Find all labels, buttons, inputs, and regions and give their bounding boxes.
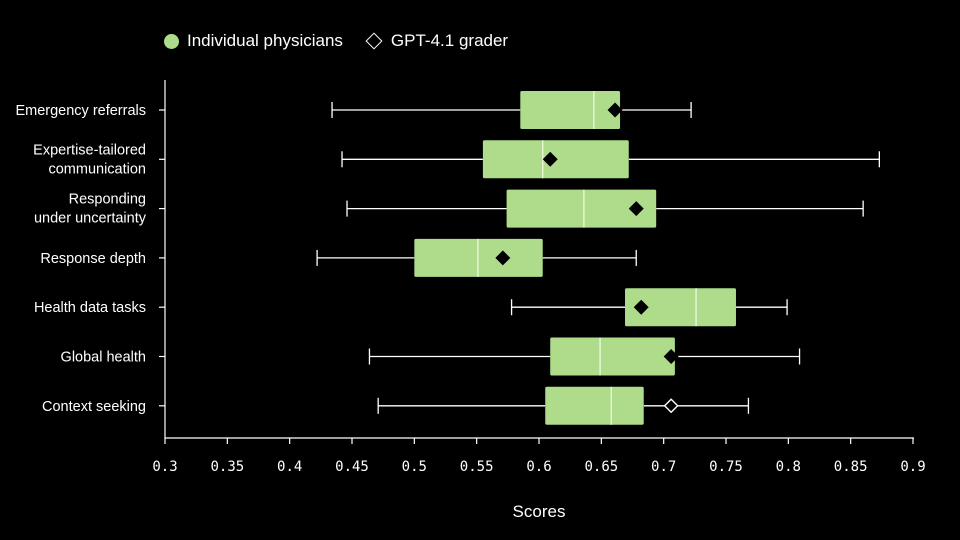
x-tick-label-2: 0.4: [277, 459, 302, 475]
x-axis-title: Scores: [512, 502, 566, 521]
category-label-2: Responding under uncertainty: [34, 192, 147, 227]
category-label-4: Health data tasks: [34, 300, 146, 316]
category-label-line: under uncertainty: [34, 211, 147, 227]
x-tick-label-10: 0.8: [776, 459, 801, 475]
category-label-line: communication: [48, 161, 146, 177]
box-6: [545, 386, 644, 425]
grader-marker-6: [663, 398, 679, 414]
box-5: [550, 337, 675, 376]
category-label-6: Context seeking: [42, 399, 146, 415]
physicians-swatch-icon: [164, 33, 179, 49]
category-label-1: Expertise-tailored communication: [33, 142, 146, 177]
x-tick-label-4: 0.5: [402, 459, 427, 475]
category-label-5: Global health: [61, 350, 146, 366]
grader-marker-1: [542, 151, 558, 167]
grader-marker-2: [628, 201, 644, 217]
x-tick-label-7: 0.65: [584, 459, 618, 475]
box-0: [520, 91, 621, 129]
x-tick-label-0: 0.3: [152, 459, 177, 475]
category-label-3: Response depth: [40, 251, 146, 267]
x-tick-label-11: 0.85: [834, 459, 868, 475]
category-label-line: Expertise-tailored: [33, 142, 146, 158]
legend-label-grader: GPT-4.1 grader: [390, 31, 509, 50]
category-label-line: Responding: [69, 192, 146, 208]
legend-item-grader: GPT-4.1 grader: [365, 31, 508, 51]
x-tick-label-9: 0.75: [709, 459, 743, 475]
chart-legend: Individual physicians GPT-4.1 grader: [164, 31, 508, 51]
legend-label-physicians: Individual physicians: [187, 31, 343, 50]
legend-item-physicians: Individual physicians: [164, 31, 343, 51]
category-label-0: Emergency referrals: [15, 103, 146, 119]
x-tick-label-8: 0.7: [651, 459, 676, 475]
box-4: [625, 288, 736, 327]
grader-marker-4: [633, 299, 649, 315]
box-2: [506, 189, 657, 228]
x-tick-label-1: 0.35: [210, 459, 244, 475]
x-tick-label-5: 0.55: [460, 459, 494, 475]
x-tick-label-3: 0.45: [335, 459, 369, 475]
grader-marker-5: [663, 349, 679, 364]
grader-marker-0: [607, 102, 623, 118]
x-tick-label-12: 0.9: [900, 459, 925, 475]
grader-marker-3: [495, 250, 511, 266]
x-tick-label-6: 0.6: [526, 459, 551, 475]
